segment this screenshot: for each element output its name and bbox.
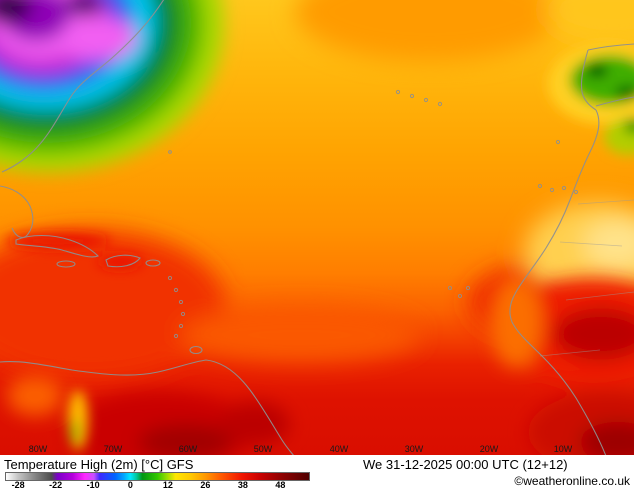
legend-tick-neg28: -28 — [11, 480, 25, 490]
legend-tick-neg22: -22 — [49, 480, 63, 490]
lon-label-40w: 40W — [329, 444, 349, 454]
legend-tick-48: 48 — [275, 480, 286, 490]
lon-label-80w: 80W — [28, 444, 48, 454]
lon-label-70w: 70W — [103, 444, 123, 454]
status-bar: Temperature High (2m) [°C] GFS We 31-12-… — [0, 455, 634, 490]
map-datetime: We 31-12-2025 00:00 UTC (12+12) — [363, 457, 568, 472]
color-scale-ticks: -28 -22 -10 0 12 26 38 48 — [5, 481, 310, 490]
islands — [167, 89, 579, 339]
legend-tick-12: 12 — [162, 480, 173, 490]
hot-land-patches — [7, 276, 634, 455]
broad-temperature-anomalies — [0, 0, 634, 380]
legend-tick-0: 0 — [127, 480, 133, 490]
country-borders — [539, 199, 634, 357]
copyright: ©weatheronline.co.uk — [514, 474, 630, 488]
map-title: Temperature High (2m) [°C] GFS — [4, 457, 194, 472]
coastlines — [0, 0, 634, 455]
lon-label-20w: 20W — [479, 444, 499, 454]
legend-tick-38: 38 — [237, 480, 248, 490]
color-scale-bar — [5, 472, 310, 481]
temperature-map: 80W 70W 60W 50W 40W 30W 20W 10W — [0, 0, 634, 455]
lon-label-10w: 10W — [553, 444, 573, 454]
iberia-morocco-patches — [548, 44, 634, 155]
lon-label-30w: 30W — [404, 444, 424, 454]
legend-tick-26: 26 — [200, 480, 211, 490]
lon-label-50w: 50W — [253, 444, 273, 454]
legend-tick-neg10: -10 — [86, 480, 100, 490]
temperature-field-canvas — [0, 0, 634, 455]
lon-label-60w: 60W — [178, 444, 198, 454]
